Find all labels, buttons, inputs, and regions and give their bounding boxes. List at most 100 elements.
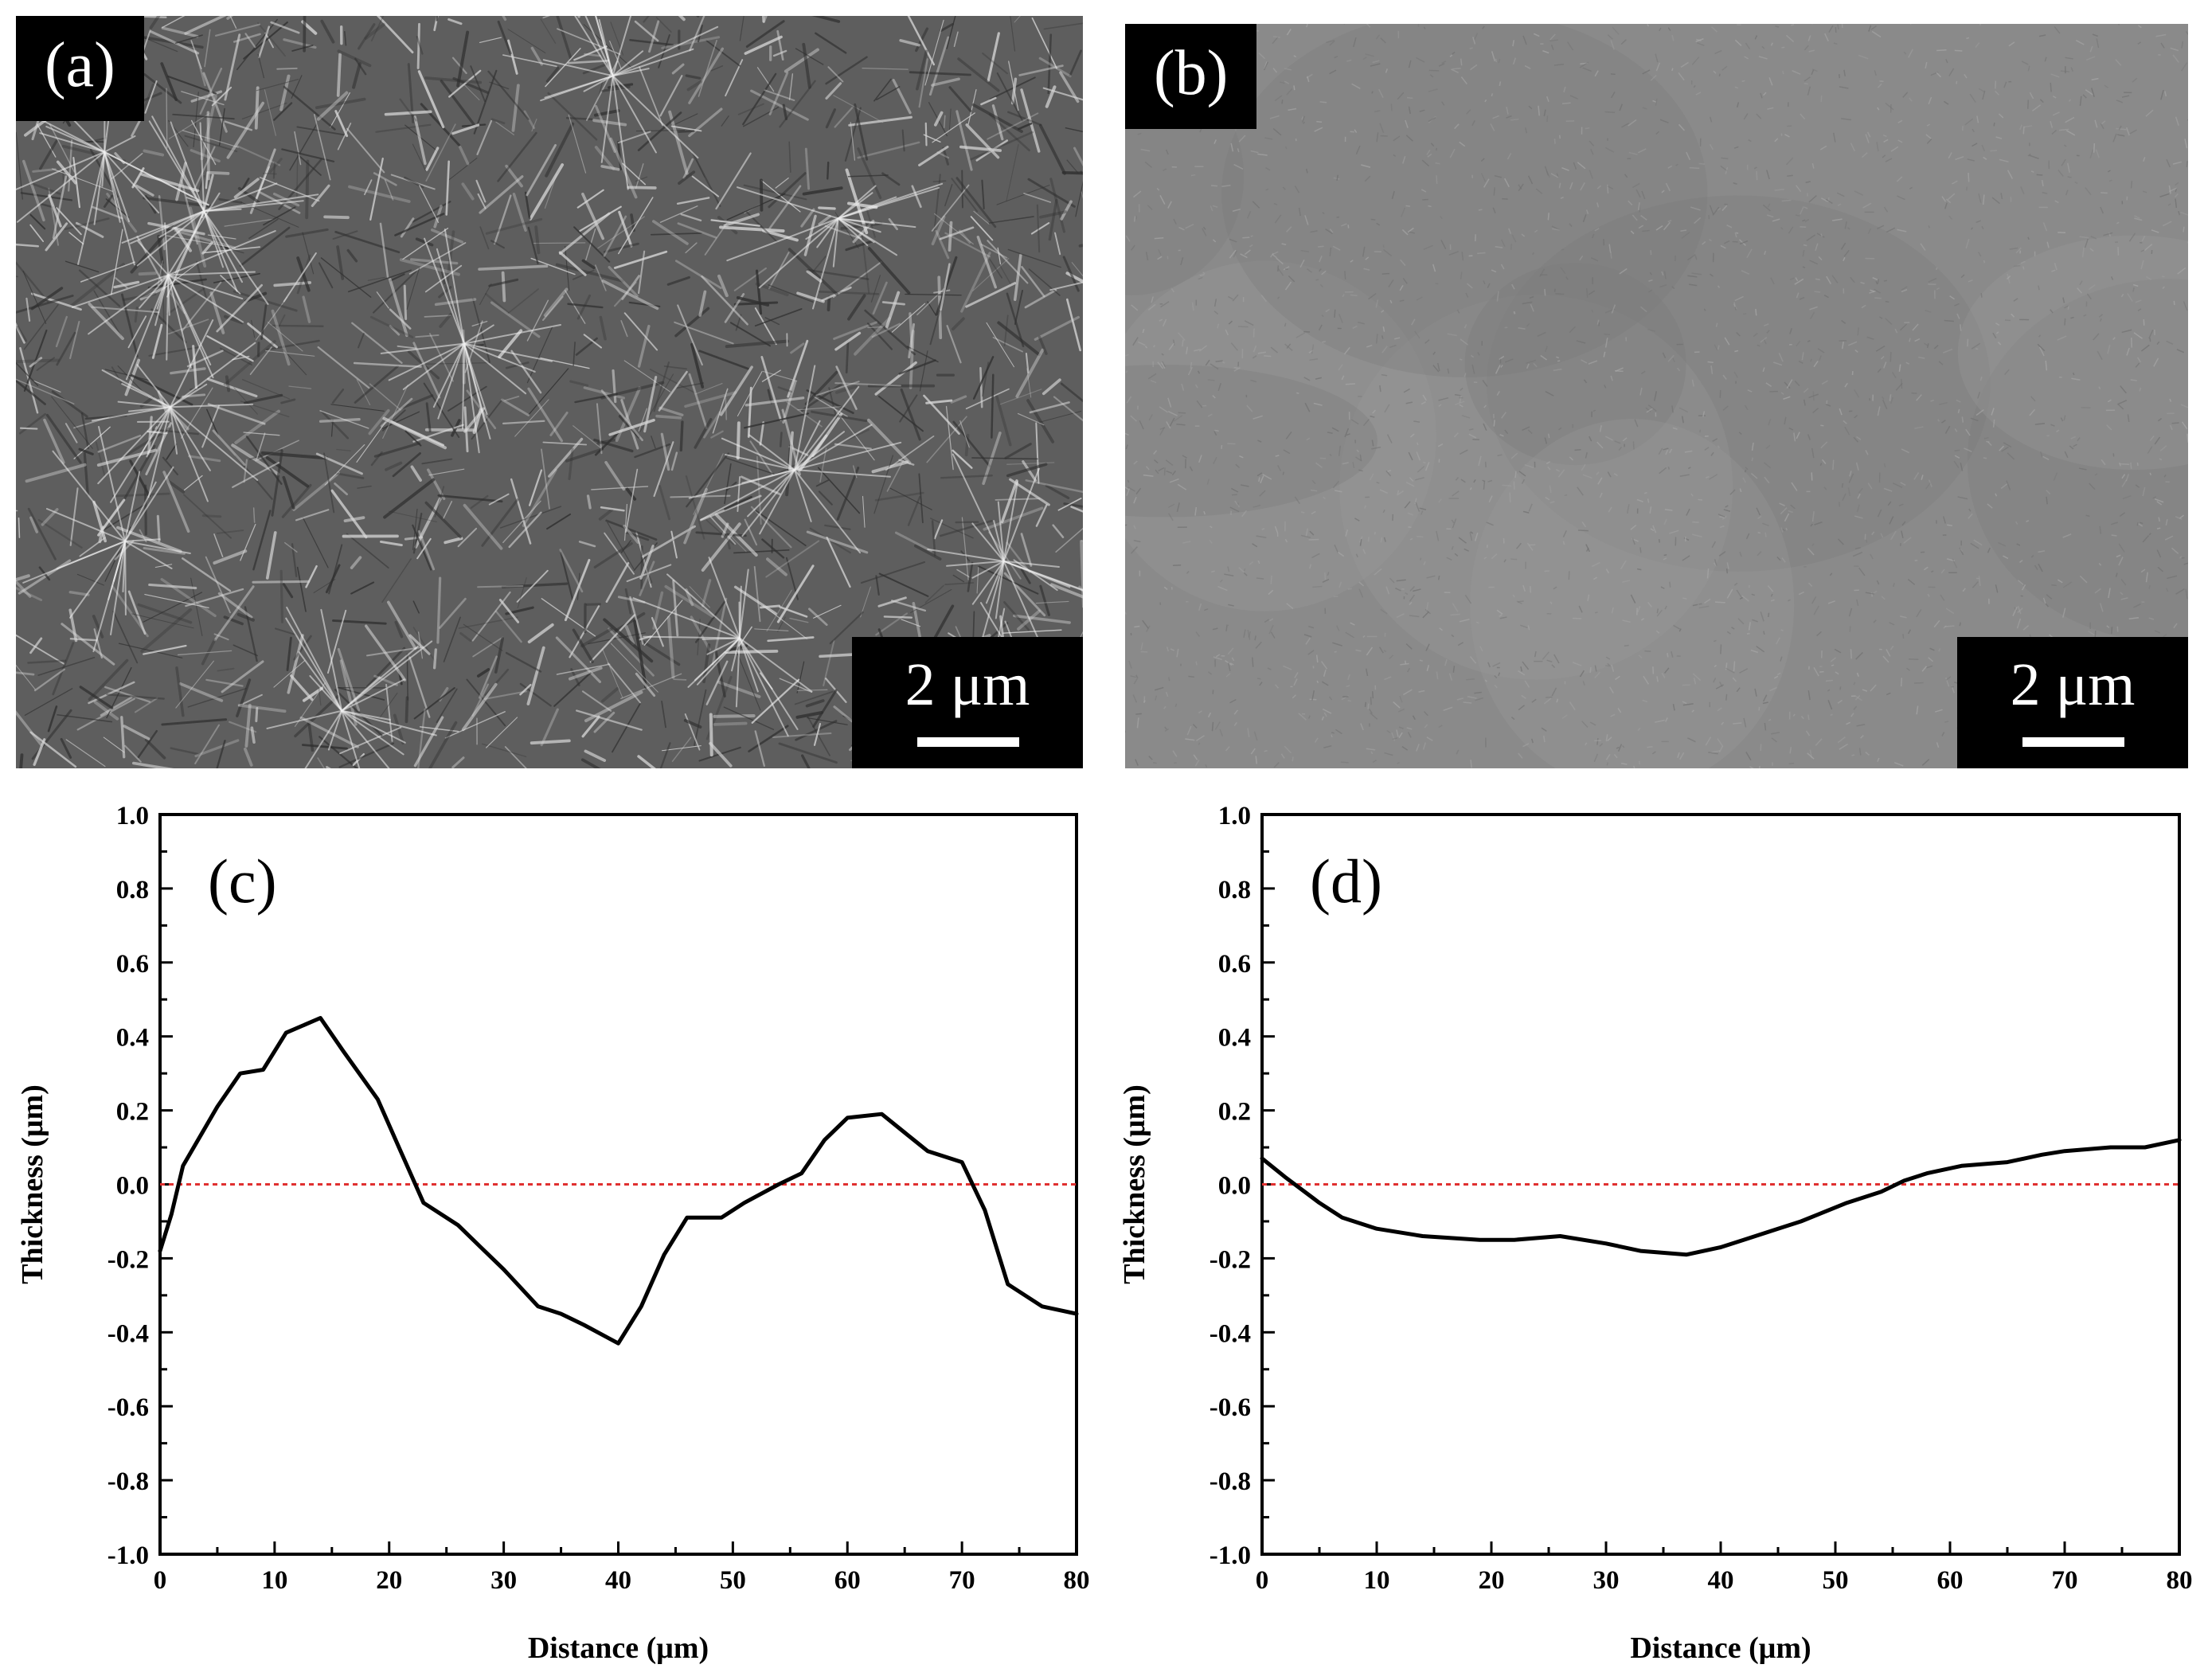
sem-grain	[137, 603, 193, 624]
sem-speckle	[1849, 471, 1852, 477]
sem-speckle	[1562, 530, 1567, 538]
sem-grain	[690, 615, 711, 651]
sem-grain	[207, 403, 266, 425]
sem-speckle	[1709, 239, 1712, 242]
sem-grain	[528, 469, 543, 506]
sem-grain	[52, 168, 113, 192]
sem-grain	[834, 382, 901, 387]
sem-grain	[670, 530, 678, 559]
x-tick-label: 30	[490, 1566, 517, 1595]
sem-grain	[265, 350, 315, 357]
sem-speckle	[1807, 86, 1811, 96]
sem-crystal-facet	[612, 75, 629, 190]
sem-speckle	[1425, 643, 1430, 651]
sem-grain	[95, 441, 106, 477]
sem-grain	[350, 556, 362, 569]
sem-grain	[497, 20, 512, 55]
sem-speckle	[1798, 591, 1804, 596]
sem-crystal-facet	[748, 434, 795, 471]
sem-grain	[873, 78, 892, 102]
sem-grain	[1062, 256, 1080, 292]
sem-grain	[321, 410, 350, 440]
sem-speckle	[1616, 746, 1620, 749]
sem-grain	[314, 113, 331, 181]
sem-grain	[1047, 33, 1053, 95]
sem-grain	[526, 299, 549, 342]
sem-grain	[115, 277, 128, 289]
sem-grain	[33, 668, 65, 692]
sem-grain	[545, 66, 560, 83]
sem-grain	[818, 490, 833, 506]
sem-grain	[434, 298, 477, 307]
sem-speckle	[1493, 420, 1495, 427]
sem-grain	[257, 53, 265, 79]
sem-grain	[337, 49, 372, 68]
x-tick-label: 40	[1708, 1566, 1734, 1595]
sem-grain	[807, 268, 870, 280]
sem-speckle	[1408, 60, 1412, 68]
sem-grain	[436, 688, 458, 724]
sem-grain	[412, 512, 423, 554]
sem-grain	[354, 365, 399, 404]
sem-crystal-facet	[309, 675, 343, 712]
sem-grain	[1002, 629, 1062, 634]
sem-grain	[501, 271, 506, 303]
sem-crystal-facet	[124, 538, 161, 542]
sem-speckle	[1187, 366, 1193, 376]
sem-speckle	[1176, 423, 1186, 426]
sem-speckle	[1970, 417, 1979, 422]
sem-grain	[744, 397, 805, 407]
sem-grain	[436, 576, 442, 644]
sem-speckle	[1400, 259, 1406, 267]
sem-grain	[19, 753, 24, 768]
sem-crystal-facet	[837, 217, 875, 244]
sem-speckle	[1854, 695, 1861, 701]
sem-speckle	[1198, 742, 1201, 745]
sem-grain	[827, 161, 830, 180]
sem-speckle	[1214, 429, 1219, 432]
sem-speckle	[1709, 143, 1714, 150]
sem-grain	[323, 452, 335, 514]
sem-speckle	[1882, 134, 1887, 138]
sem-speckle	[2166, 340, 2174, 345]
sem-grain	[368, 408, 390, 436]
sem-grain	[637, 755, 656, 768]
sem-grain	[698, 290, 707, 317]
sem-crystal-facet	[432, 342, 465, 408]
sem-grain	[430, 229, 464, 244]
sem-grain	[652, 591, 664, 630]
sem-grain	[224, 33, 241, 101]
sem-crystal-facet	[738, 637, 813, 693]
sem-grain	[581, 715, 600, 738]
sem-grain	[795, 48, 824, 65]
sem-grain	[540, 357, 590, 369]
sem-speckle	[1241, 484, 1249, 487]
sem-speckle	[2092, 33, 2098, 37]
sem-speckle	[1354, 518, 1360, 522]
sem-grain	[502, 54, 557, 68]
sem-speckle	[1225, 625, 1228, 631]
sem-speckle	[1580, 62, 1589, 65]
sem-grain	[1075, 180, 1083, 217]
sem-grain	[382, 384, 408, 439]
sem-speckle	[1518, 183, 1524, 192]
sem-grain	[797, 406, 842, 411]
sem-grain	[991, 104, 1004, 141]
sem-speckle	[1805, 730, 1811, 736]
sem-speckle	[1599, 743, 1604, 747]
sem-speckle	[1929, 647, 1935, 651]
sem-grain	[591, 486, 649, 490]
sem-grain	[1006, 143, 1019, 201]
sem-grain	[1039, 584, 1050, 616]
sem-grain	[658, 406, 684, 416]
sem-grain	[530, 46, 544, 66]
sem-speckle	[1788, 427, 1794, 431]
sem-grain	[404, 696, 409, 724]
sem-speckle	[1490, 123, 1495, 131]
sem-grain	[635, 163, 644, 189]
sem-speckle	[1369, 709, 1373, 714]
sem-speckle	[1807, 35, 1811, 41]
sem-crystal-facet	[146, 406, 171, 458]
sem-speckle	[1379, 123, 1385, 134]
sem-speckle	[1483, 280, 1486, 285]
